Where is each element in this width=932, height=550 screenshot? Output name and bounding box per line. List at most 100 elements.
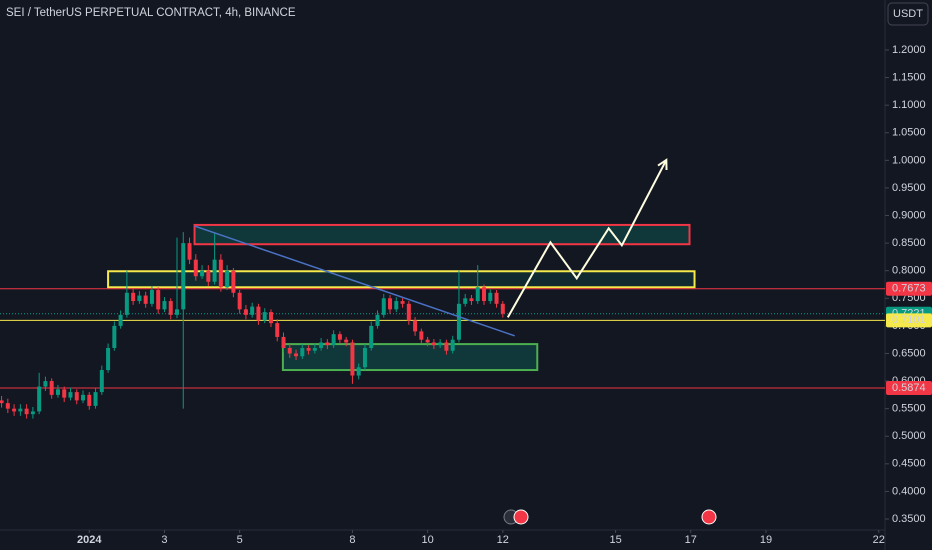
candle-body: [112, 325, 117, 348]
candle-body: [37, 386, 42, 412]
candle-body: [312, 347, 317, 351]
candle-body: [375, 314, 380, 326]
candle-body: [193, 259, 198, 277]
candle-body: [494, 292, 499, 304]
event-icon[interactable]: [701, 509, 717, 525]
candle-body: [43, 381, 48, 387]
price-label: 0.7673: [892, 283, 926, 295]
y-tick-label: 0.4500: [892, 458, 926, 470]
x-tick-label: 17: [685, 534, 697, 546]
candle-body: [81, 394, 86, 401]
arrow-head: [657, 158, 668, 170]
x-tick-label: 10: [421, 534, 433, 546]
y-tick-label: 1.2000: [892, 44, 926, 56]
candle-body: [137, 295, 142, 302]
candle-body: [456, 303, 461, 340]
x-tick-label: 12: [497, 534, 509, 546]
price-label-box: [886, 313, 932, 328]
event-icon[interactable]: [513, 509, 529, 525]
candle-body: [325, 342, 330, 346]
price-label: 0.5874: [892, 382, 926, 394]
candle-body: [469, 298, 474, 302]
candle-body: [362, 347, 367, 368]
x-tick-label: 3: [161, 534, 167, 546]
candle-body: [406, 303, 411, 321]
candle-body: [419, 331, 424, 340]
y-tick-label: 0.4000: [892, 485, 926, 497]
candle-body: [394, 301, 399, 310]
candle-body: [62, 389, 67, 398]
candle-body: [294, 353, 299, 357]
y-tick-label: 0.3500: [892, 513, 926, 525]
candle-body: [319, 342, 324, 348]
candle-body: [256, 306, 261, 321]
x-tick-label: 15: [609, 534, 621, 546]
candle-body: [268, 312, 273, 324]
candle-body: [156, 290, 161, 310]
candle-body: [55, 389, 60, 395]
candle-body: [175, 309, 179, 315]
candle-body: [93, 392, 98, 406]
zone-box: [193, 223, 691, 246]
y-tick-label: 1.1000: [892, 99, 926, 111]
currency-label[interactable]: USDT: [893, 8, 923, 20]
y-tick-label: 0.9500: [892, 182, 926, 194]
y-tick-label: 1.1500: [892, 71, 926, 83]
candle-body: [463, 298, 468, 304]
candle-body: [124, 292, 129, 315]
candle-body: [162, 301, 167, 310]
candle-body: [344, 339, 349, 343]
candle-body: [212, 259, 217, 282]
price-label-box: [886, 381, 932, 396]
candle-body: [331, 334, 336, 346]
candle-body: [275, 323, 280, 337]
candle-body: [306, 347, 311, 351]
candle-body: [250, 306, 255, 315]
candle-body: [218, 259, 223, 288]
y-tick-label: 0.5000: [892, 430, 926, 442]
candle-body: [231, 270, 236, 293]
candle-body: [431, 342, 436, 346]
candle-body: [68, 392, 73, 398]
x-tick-label: 19: [760, 534, 772, 546]
candle-body: [413, 320, 418, 332]
x-tick-label: 5: [237, 534, 243, 546]
candle-body: [225, 270, 230, 288]
candle-body: [200, 270, 205, 277]
x-tick-label: 22: [873, 534, 885, 546]
projection-path: [506, 159, 668, 318]
candle-body: [181, 243, 186, 310]
candle-body: [438, 342, 443, 346]
candle-body: [143, 295, 148, 304]
candle-body: [118, 314, 123, 326]
candle-body: [281, 336, 286, 348]
zone-box: [281, 343, 539, 372]
candle-body: [381, 298, 386, 315]
x-tick-label: 2024: [77, 534, 102, 546]
candle-body: [450, 339, 455, 351]
candle-body: [187, 243, 192, 260]
candle-body: [388, 298, 393, 310]
candle-body: [0, 400, 4, 404]
candle-body: [149, 290, 154, 304]
candle-body: [350, 342, 355, 376]
candle-body: [488, 292, 493, 302]
price-label: 0.7101: [892, 314, 926, 326]
y-tick-label: 0.8000: [892, 265, 926, 277]
candle-body: [287, 347, 292, 354]
currency-button[interactable]: [887, 2, 929, 26]
candle-body: [5, 403, 10, 409]
candle-body: [168, 301, 173, 315]
y-tick-label: 0.6500: [892, 347, 926, 359]
candle-body: [444, 342, 449, 351]
trendline: [194, 225, 515, 337]
candle-body: [74, 392, 79, 401]
candle-body: [99, 370, 104, 393]
zone-box: [107, 270, 696, 289]
y-tick-label: 0.8500: [892, 237, 926, 249]
candle-body: [300, 347, 305, 357]
candle-body: [400, 301, 405, 304]
candle-body: [475, 287, 480, 302]
